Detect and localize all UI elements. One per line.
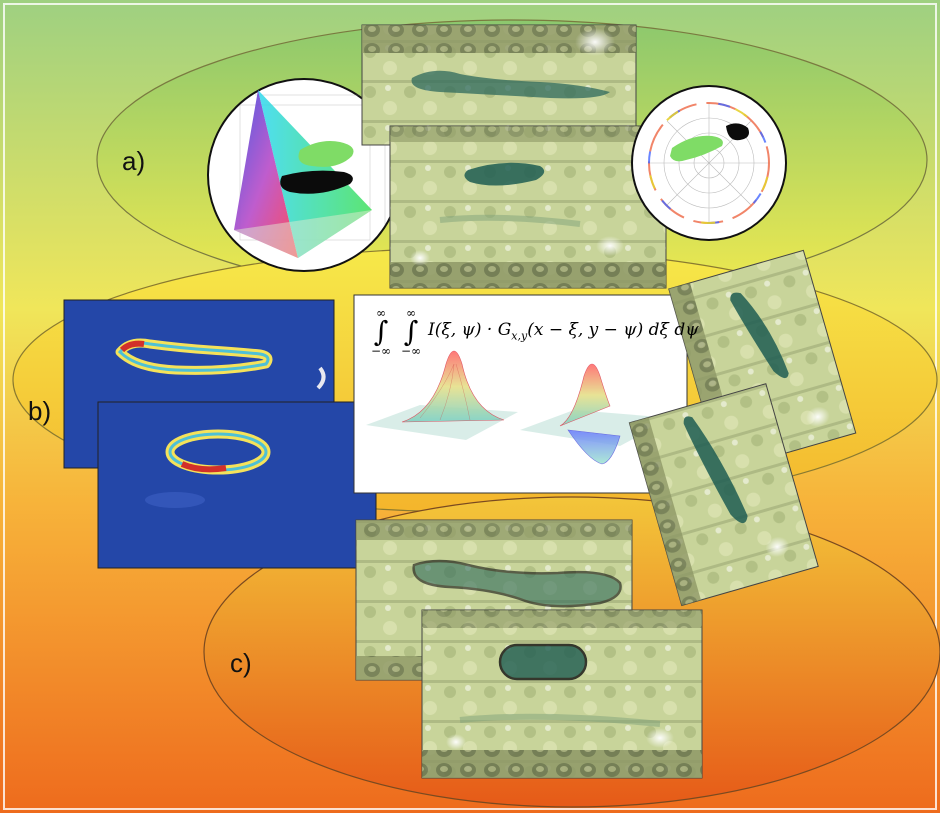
rgb-tetrahedron-plot: [207, 78, 401, 272]
heatmap-front: [97, 401, 377, 569]
formula-subscript: x,y: [511, 329, 528, 343]
leaf-image-a-back: [361, 24, 637, 146]
convolution-formula: ∞ ∫ −∞ ∞ ∫ −∞ I(ξ, ψ) · Gx,y(x − ξ, y − …: [362, 306, 699, 366]
stage-c-label: c): [230, 648, 252, 678]
formula-body: I(ξ, ψ) · G: [428, 320, 512, 340]
integral-lower-1: −∞: [370, 344, 392, 358]
integral-sign-2: ∫: [403, 315, 419, 348]
integral-upper-2: ∞: [406, 306, 416, 320]
leaf-image-b-front: [628, 383, 819, 607]
integral-sign-1: ∫: [373, 315, 389, 348]
polar-hue-plot: [631, 85, 787, 241]
formula-args: (x − ξ, y − ψ) dξ dψ: [527, 320, 699, 340]
stage-a-label: a): [122, 146, 146, 176]
gaussian-kernel-surface: [366, 350, 518, 440]
integral-upper-1: ∞: [376, 306, 386, 320]
leaf-image-c-front: [421, 609, 703, 779]
formula-panel: [353, 294, 688, 494]
integral-lower-2: −∞: [400, 344, 422, 358]
leaf-image-a-front: [389, 125, 667, 289]
stage-b-label: b): [28, 396, 52, 426]
